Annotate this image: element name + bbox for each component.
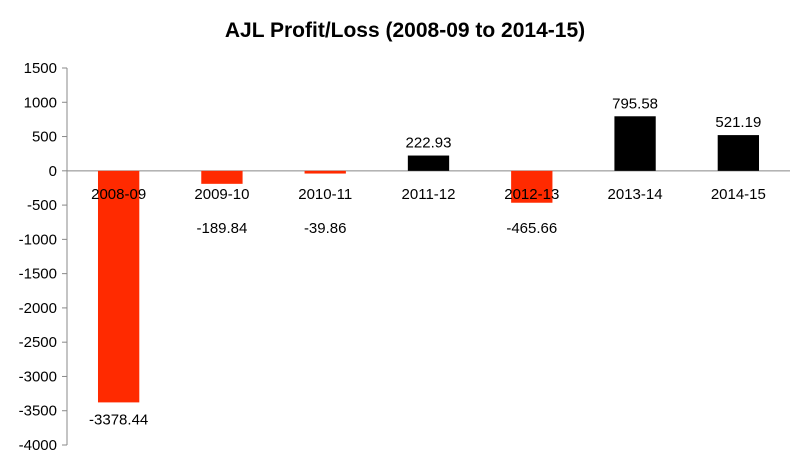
data-label: 795.58 — [612, 95, 658, 112]
y-tick-label: -2500 — [19, 334, 57, 351]
bars — [97, 116, 760, 403]
y-tick-label: -1500 — [19, 266, 57, 283]
category-label: 2011-12 — [402, 186, 456, 203]
data-label: -39.86 — [304, 220, 347, 237]
category-label: 2012-13 — [504, 186, 559, 203]
y-tick-label: 1500 — [24, 60, 57, 77]
bar-2010-11 — [304, 170, 346, 174]
y-tick-label: -500 — [27, 197, 57, 214]
data-label: -3378.44 — [89, 411, 148, 428]
category-label: 2008-09 — [91, 186, 146, 203]
category-label: 2013-14 — [608, 186, 663, 203]
bar-2011-12 — [407, 155, 450, 171]
data-label: -189.84 — [196, 220, 247, 237]
category-label: 2014-15 — [711, 186, 766, 203]
y-tick-label: 1000 — [24, 94, 57, 111]
data-label: 521.19 — [715, 114, 761, 131]
data-label: -465.66 — [506, 220, 557, 237]
data-labels: -3378.44 -189.84 -39.86 222.93 -465.66 795.58… — [89, 95, 761, 428]
category-label: 2009-10 — [194, 186, 249, 203]
data-label: 222.93 — [406, 135, 452, 152]
y-tick-label: 0 — [49, 163, 57, 180]
bar-2012-13 — [511, 170, 553, 203]
y-tick-label: 500 — [32, 129, 57, 146]
bar-2013-14 — [614, 116, 656, 171]
y-axis: 1500 1000 500 0 -500 -1000 -1500 -2000 -2500 -300… — [19, 60, 790, 454]
category-label: 2010-11 — [298, 186, 352, 203]
bar-2009-10 — [201, 170, 243, 184]
bar-2014-15 — [717, 135, 760, 171]
chart-title: AJL Profit/Loss (2008-09 to 2014-15) — [225, 19, 585, 42]
y-tick-label: -2000 — [19, 300, 57, 317]
y-tick-label: -3500 — [19, 403, 57, 420]
bar-2008-09 — [97, 170, 140, 403]
y-tick-label: -3000 — [19, 368, 57, 385]
y-tick-label: -4000 — [19, 437, 57, 454]
y-tick-label: -1000 — [19, 231, 57, 248]
category-labels: 2008-09 2009-10 2010-11 2011-12 2012-13 2013-… — [91, 186, 766, 203]
